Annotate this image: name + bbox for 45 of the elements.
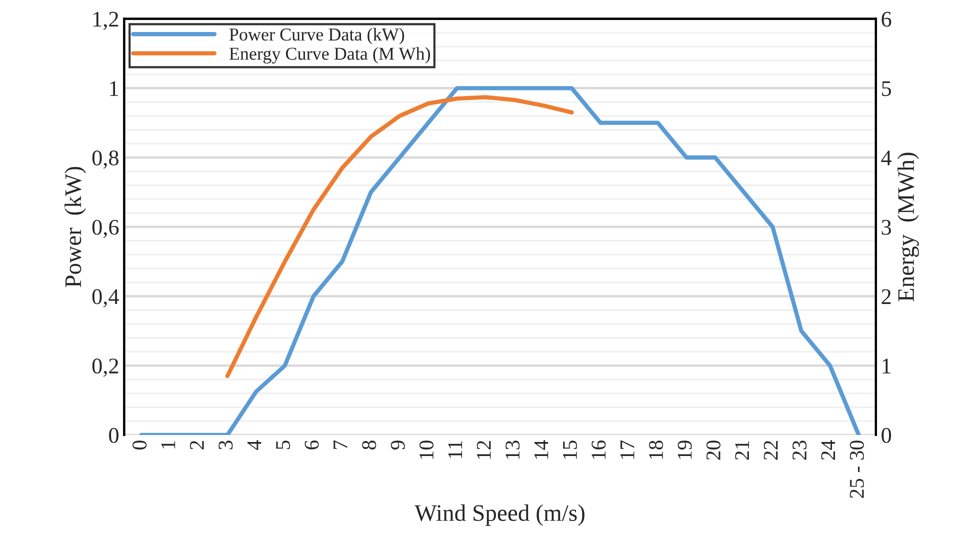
x-tick-label: 8 (362, 440, 376, 450)
x-tick-label: 19 (678, 440, 692, 459)
legend-label: Energy Curve Data (M Wh) (229, 47, 430, 64)
y2-tick-label: 1 (882, 358, 891, 374)
y2-tick-label: 6 (882, 12, 892, 27)
legend-label: Power Curve Data (kW) (229, 28, 404, 44)
x-tick-label: 22 (764, 440, 778, 460)
y-tick-label: 0,6 (92, 220, 119, 238)
x-axis-title: Wind Speed (m/s) (414, 504, 584, 526)
y-tick-label: 0,2 (92, 358, 118, 377)
y-tick-label: 0,8 (92, 150, 118, 169)
x-tick-label: 10 (419, 440, 434, 459)
x-tick-label: 13 (506, 440, 520, 459)
y2-axis-title: Energy (MWh) (897, 152, 919, 302)
y-tick-label: 1 (110, 81, 118, 96)
line-series (225, 95, 574, 378)
x-tick-label: 21 (735, 441, 749, 460)
x-tick-label: 16 (592, 440, 606, 459)
x-tick-label: 1 (161, 441, 176, 448)
x-tick-label: 25 - 30 (850, 440, 864, 498)
x-tick-label: 14 (534, 440, 548, 459)
x-tick-label: 12 (476, 440, 491, 459)
x-tick-label: 15 (563, 440, 577, 459)
x-tick-label: 5 (276, 440, 290, 450)
x-tick-label: 0 (132, 440, 147, 450)
x-tick-label: 23 (792, 440, 807, 460)
x-tick-label: 9 (390, 440, 405, 450)
line-series (139, 86, 861, 435)
y-tick-label: 1,2 (93, 12, 118, 30)
y-tick-label: 0,4 (92, 289, 119, 308)
x-tick-label: 17 (620, 440, 634, 459)
x-tick-label: 4 (247, 440, 262, 450)
x-tick-label: 18 (649, 440, 664, 459)
x-tick-label: 6 (304, 440, 319, 450)
y2-tick-label: 3 (882, 220, 892, 235)
x-tick-label: 7 (334, 440, 348, 449)
y-axis-title: Power (kW) (64, 166, 86, 288)
y2-tick-label: 2 (882, 289, 891, 304)
y2-tick-label: 4 (881, 150, 892, 166)
x-tick-label: 20 (706, 440, 720, 460)
x-tick-label: 3 (218, 440, 233, 450)
x-tick-label: 24 (821, 440, 836, 460)
y2-tick-label: 5 (882, 81, 892, 96)
x-tick-label: 11 (448, 441, 462, 458)
x-tick-label: 2 (190, 440, 204, 450)
